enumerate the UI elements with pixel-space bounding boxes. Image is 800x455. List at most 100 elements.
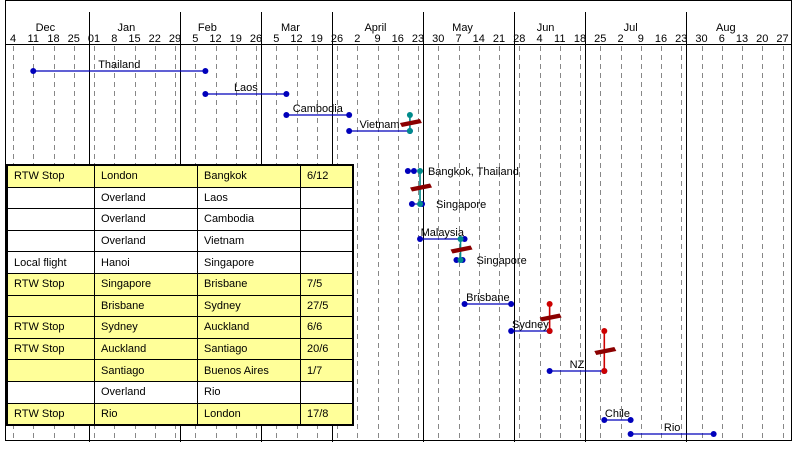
segment-start-point — [346, 128, 353, 134]
itinerary-cell — [300, 251, 354, 274]
segment-start-point — [283, 112, 290, 118]
segment-start-point — [546, 368, 553, 374]
week-tick-label: 9 — [638, 33, 644, 45]
week-tick-label: 15 — [128, 33, 140, 45]
week-tick-label: 26 — [331, 33, 343, 45]
itinerary-cell — [300, 208, 354, 231]
itinerary-cell: 17/8 — [300, 402, 354, 426]
itinerary-row: Overland Cambodia — [6, 208, 354, 231]
itinerary-cell: Auckland — [197, 316, 301, 339]
itinerary-cell — [6, 359, 95, 382]
segment-label: Bangkok, Thailand — [428, 166, 519, 178]
flight-point — [406, 128, 413, 134]
week-tick-label: 12 — [290, 33, 302, 45]
flight-point — [457, 257, 464, 263]
week-tick-label: 26 — [250, 33, 262, 45]
segment-end-point — [710, 431, 717, 437]
week-tick-label: 19 — [311, 33, 323, 45]
week-tick-label: 29 — [169, 33, 181, 45]
airplane-icon — [399, 119, 422, 127]
segment-start-point — [601, 417, 608, 423]
segment-end-point — [283, 91, 290, 97]
itinerary-cell: Overland — [94, 229, 198, 253]
week-tick-label: 13 — [736, 33, 748, 45]
itinerary-cell — [300, 186, 354, 210]
week-tick-label: 27 — [776, 33, 788, 45]
flight-point — [546, 328, 553, 334]
segment-label: Brisbane — [466, 292, 509, 304]
segment-start-point — [404, 168, 411, 174]
itinerary-cell: Singapore — [197, 251, 301, 274]
segment-label: Sydney — [512, 319, 549, 331]
itinerary-cell: RTW Stop — [6, 402, 95, 426]
itinerary-cell: 27/5 — [300, 294, 354, 318]
week-tick-label: 7 — [455, 33, 461, 45]
itinerary-cell: 6/6 — [300, 316, 354, 339]
month-label: Aug — [716, 22, 736, 34]
week-tick-label: 30 — [695, 33, 707, 45]
itinerary-cell — [6, 229, 95, 253]
week-tick-label: 5 — [273, 33, 279, 45]
week-tick-label: 9 — [374, 33, 380, 45]
itinerary-row: RTW Stop Rio London 17/8 — [6, 402, 354, 426]
segment-label: Laos — [234, 82, 258, 94]
week-tick-label: 5 — [192, 33, 198, 45]
week-tick-label: 19 — [230, 33, 242, 45]
segment-label: Rio — [664, 422, 681, 434]
month-label: Jan — [118, 22, 136, 34]
itinerary-row: RTW Stop Sydney Auckland 6/6 — [6, 316, 354, 339]
itinerary-cell — [6, 294, 95, 318]
itinerary-cell: 6/12 — [300, 164, 354, 188]
flight-point — [601, 328, 608, 334]
segment-start-point — [202, 91, 209, 97]
week-tick-label: 25 — [68, 33, 80, 45]
segment-end-point — [410, 168, 417, 174]
segment-label: Singapore — [436, 199, 486, 211]
week-tick-label: 22 — [149, 33, 161, 45]
itinerary-table: RTW Stop London Bangkok 6/12 Overland Laos Ove… — [6, 164, 354, 427]
week-tick-label: 2 — [617, 33, 623, 45]
month-label: Dec — [36, 22, 56, 34]
week-tick-label: 01 — [88, 33, 100, 45]
itinerary-cell — [6, 186, 95, 210]
itinerary-row: Overland Laos — [6, 186, 354, 210]
week-tick-label: 23 — [412, 33, 424, 45]
segment-label: Malaysia — [421, 227, 465, 239]
itinerary-cell: Auckland — [94, 337, 198, 361]
segment-start-point — [627, 431, 634, 437]
itinerary-cell: Vietnam — [197, 229, 301, 253]
itinerary-cell: London — [94, 164, 198, 188]
itinerary-cell: Laos — [197, 186, 301, 210]
week-tick-label: 28 — [513, 33, 525, 45]
itinerary-row: RTW Stop London Bangkok 6/12 — [6, 164, 354, 188]
itinerary-cell: RTW Stop — [6, 164, 95, 188]
segment-label: Thailand — [98, 59, 140, 71]
airplane-icon — [594, 347, 617, 355]
week-tick-label: 16 — [655, 33, 667, 45]
segment-label: Cambodia — [293, 103, 344, 115]
segment-label: Chile — [605, 408, 630, 420]
week-tick-label: 4 — [10, 33, 16, 45]
flight-point — [601, 368, 608, 374]
itinerary-cell: Sydney — [197, 294, 301, 318]
itinerary-cell: Brisbane — [94, 294, 198, 318]
segment-start-point — [508, 328, 515, 334]
segment-start-point — [461, 301, 468, 307]
week-tick-label: 4 — [536, 33, 542, 45]
flight-point — [417, 201, 424, 207]
flight-point — [546, 301, 553, 307]
itinerary-cell: Overland — [94, 186, 198, 210]
month-label: Jul — [624, 22, 638, 34]
itinerary-cell: RTW Stop — [6, 272, 95, 296]
week-tick-label: 25 — [594, 33, 606, 45]
itinerary-cell: Overland — [94, 380, 198, 404]
week-tick-label: 6 — [719, 33, 725, 45]
segment-end-point — [346, 112, 353, 118]
itinerary-cell: Rio — [94, 402, 198, 426]
itinerary-row: RTW Stop Auckland Santiago 20/6 — [6, 337, 354, 361]
segment-end-point — [202, 68, 209, 74]
airplane-icon — [410, 183, 433, 192]
itinerary-cell: Bangkok — [197, 164, 301, 188]
flight-point — [457, 236, 464, 242]
